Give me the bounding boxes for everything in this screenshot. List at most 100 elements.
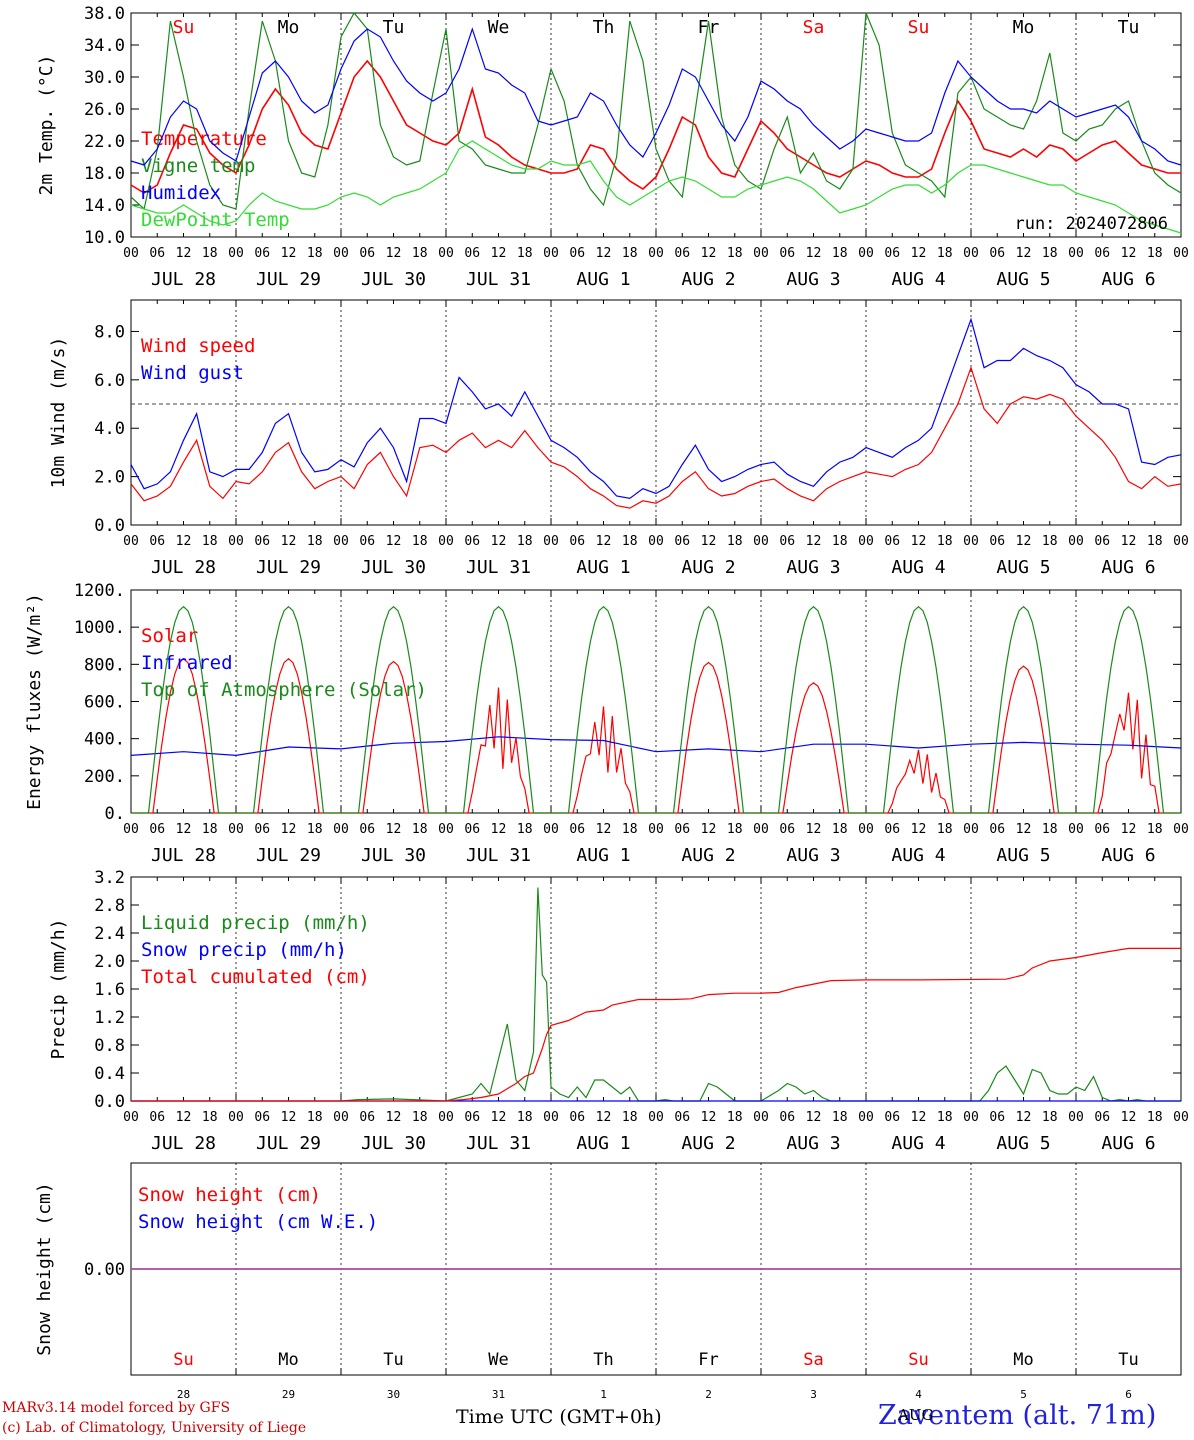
hour-tick-label: 00 [123,534,139,549]
hour-tick-label: 00 [228,534,244,549]
hour-tick-label: 00 [753,534,769,549]
hour-tick-label: 18 [937,534,953,549]
day-number: 6 [1125,1388,1132,1401]
model-credit: MARv3.14 model forced by GFS [2,1400,231,1416]
y-tick-label: 2.0 [94,468,125,488]
hour-tick-label: 06 [884,822,900,837]
hour-tick-label: 18 [202,246,218,261]
hour-tick-label: 18 [937,246,953,261]
y-tick-label: 14.0 [84,196,125,216]
hour-tick-label: 12 [386,1110,402,1125]
hour-tick-label: 00 [543,1110,559,1125]
hour-tick-label: 00 [1068,534,1084,549]
hour-tick-label: 06 [464,1110,480,1125]
series-line-1 [130,11,1182,211]
hour-tick-label: 06 [359,534,375,549]
day-number: 3 [810,1388,817,1401]
y-tick-label: 26.0 [84,100,125,120]
hour-tick-label: 18 [517,822,533,837]
weekday-label: We [488,17,510,38]
date-label: JUL 28 [151,557,216,578]
hour-tick-label: 00 [648,534,664,549]
weekday-label: Su [173,17,195,38]
weekday-label: Mo [1013,1350,1033,1370]
y-tick-label: 0.0 [94,516,125,536]
y-tick-label: 0. [105,804,125,824]
legend-entry: Solar [141,625,198,647]
y-tick-label: 600. [84,693,125,713]
hour-tick-label: 00 [753,246,769,261]
hour-tick-label: 06 [674,534,690,549]
lab-credit: (c) Lab. of Climatology, University of L… [2,1420,307,1436]
hour-tick-label: 12 [1016,822,1032,837]
date-label: JUL 29 [256,269,321,290]
hour-tick-label: 00 [963,246,979,261]
legend-entry: Total cumulated (cm) [141,966,370,988]
date-label: AUG 4 [891,269,945,290]
hour-tick-label: 18 [517,1110,533,1125]
day-number: 1 [600,1388,607,1401]
hour-tick-label: 12 [1016,1110,1032,1125]
hour-tick-label: 18 [202,534,218,549]
hour-tick-label: 00 [1068,1110,1084,1125]
date-label: JUL 30 [361,845,426,866]
hour-tick-label: 06 [254,246,270,261]
date-label: AUG 2 [681,845,735,866]
hour-tick-label: 12 [1121,822,1137,837]
y-axis-label: Precip (mm/h) [48,919,69,1060]
date-label: AUG 1 [576,1133,630,1154]
date-label: AUG 5 [996,1133,1050,1154]
hour-tick-label: 00 [648,1110,664,1125]
legend-entry: Wind gust [141,362,244,384]
date-label: JUL 31 [466,557,531,578]
hour-tick-label: 12 [491,1110,507,1125]
day-number: 31 [492,1388,505,1401]
series-line-0 [130,365,1182,509]
hour-tick-label: 06 [674,822,690,837]
hour-tick-label: 12 [176,246,192,261]
legend-entry: Humidex [141,182,221,204]
y-tick-label: 0.00 [84,1260,125,1280]
y-tick-label: 30.0 [84,68,125,88]
date-label: JUL 31 [466,1133,531,1154]
weekday-label: Tu [383,17,405,38]
hour-tick-label: 06 [569,246,585,261]
hour-tick-label: 06 [674,246,690,261]
hour-tick-label: 00 [543,822,559,837]
date-label: AUG 3 [786,269,840,290]
hour-tick-label: 06 [149,246,165,261]
hour-tick-label: 00 [963,822,979,837]
day-number: 29 [282,1388,295,1401]
hour-tick-label: 06 [1094,534,1110,549]
date-label: AUG 2 [681,269,735,290]
time-axis-label: Time UTC (GMT+0h) [456,1406,662,1428]
hour-tick-label: 12 [911,822,927,837]
hour-tick-label: 00 [438,1110,454,1125]
y-tick-label: 6.0 [94,371,125,391]
series-line-2 [130,27,1182,166]
legend-entry: Snow precip (mm/h) [141,939,347,961]
date-label: JUL 30 [361,557,426,578]
hour-tick-label: 18 [412,534,428,549]
hour-tick-label: 00 [858,1110,874,1125]
hour-tick-label: 00 [333,534,349,549]
hour-tick-label: 06 [989,822,1005,837]
hour-tick-label: 00 [438,246,454,261]
day-number: 5 [1020,1388,1027,1401]
hour-tick-label: 18 [412,822,428,837]
y-axis-label: Energy fluxes (W/m²) [24,593,45,810]
date-label: AUG 3 [786,1133,840,1154]
hour-tick-label: 12 [806,1110,822,1125]
date-label: JUL 29 [256,845,321,866]
weekday-label: Th [593,17,615,38]
day-number: 2 [705,1388,712,1401]
date-label: AUG 6 [1101,269,1155,290]
y-tick-label: 2.4 [94,924,125,944]
day-number: 30 [387,1388,400,1401]
hour-tick-label: 00 [543,534,559,549]
date-label: AUG 4 [891,1133,945,1154]
hour-tick-label: 00 [333,1110,349,1125]
weekday-label: Mo [278,17,300,38]
hour-tick-label: 06 [1094,246,1110,261]
date-label: AUG 2 [681,1133,735,1154]
